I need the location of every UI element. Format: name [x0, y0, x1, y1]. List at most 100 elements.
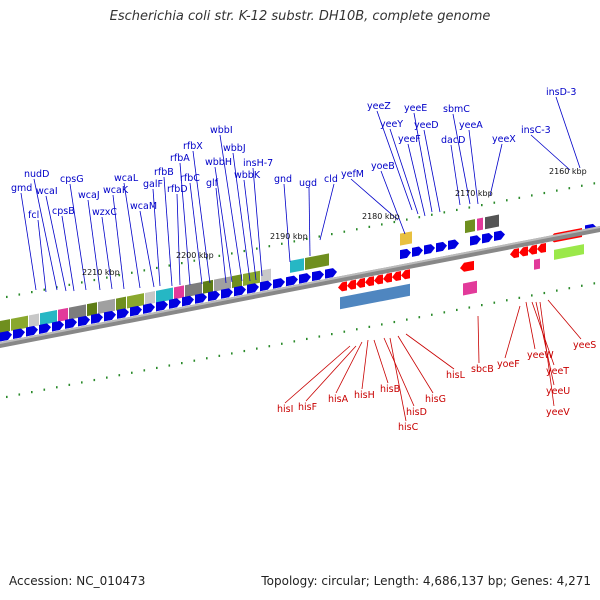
tick-dot [393, 220, 396, 224]
reverse-features [340, 244, 584, 310]
leader-line [232, 152, 251, 282]
tick-dot [456, 308, 458, 312]
feature-block [98, 298, 115, 315]
feature-block [174, 285, 184, 300]
forward-gene-arrow [448, 239, 459, 250]
tick-dot [581, 184, 583, 187]
tick-dot [331, 333, 333, 336]
tick-dot [481, 304, 483, 307]
tick-dot [168, 264, 171, 267]
tick-dot [131, 371, 133, 374]
gene-label: yeeU [546, 386, 570, 397]
tick-dot [518, 196, 521, 199]
gene-label: insH-7 [243, 158, 273, 169]
leader-line [20, 192, 37, 291]
gene-label: rfbC [180, 173, 200, 184]
leader-line [308, 187, 311, 257]
leader-line [33, 178, 58, 291]
forward-gene-arrow [156, 300, 168, 312]
tick-dot [143, 269, 146, 272]
tick-dot [218, 254, 221, 257]
leader-line [87, 199, 101, 291]
reverse-gene-arrow [528, 244, 537, 255]
kbp-tick-label: 2210 kbp [82, 268, 120, 277]
tick-dot [6, 295, 8, 299]
gene-label: wzxC [92, 207, 117, 218]
tick-dot [181, 262, 183, 265]
gene-label: wcaJ [78, 190, 100, 201]
forward-gene-arrow [325, 268, 337, 279]
leader-line [452, 113, 471, 205]
tick-dot [568, 187, 571, 190]
gene-label: sbmC [443, 104, 470, 115]
feature-block [185, 281, 202, 298]
forward-gene-arrow [260, 280, 272, 292]
reverse-gene-arrow [460, 260, 474, 272]
gene-label: wbbH [205, 157, 232, 168]
forward-gene-arrow [117, 308, 129, 319]
leader-line [69, 183, 87, 291]
gene-label: nudD [24, 169, 49, 180]
leader-line [555, 96, 581, 169]
forward-gene-arrow [52, 320, 64, 332]
tick-dot [31, 391, 33, 394]
leader-line [214, 166, 233, 283]
tick-dot [356, 328, 358, 331]
gene-label: yeeT [546, 366, 569, 377]
reverse-gene-arrow [347, 279, 356, 290]
tick-dot [343, 330, 346, 333]
forward-gene-arrow [299, 273, 311, 284]
forward-gene-arrow [0, 330, 12, 342]
accession-text: Accession: NC_010473 [9, 574, 146, 588]
leader-line [152, 188, 161, 287]
gene-label: hisI [277, 404, 293, 415]
gene-label: dacD [441, 135, 465, 146]
forward-gene-arrow [312, 270, 324, 282]
gene-label: hisL [446, 370, 466, 381]
leader-line [530, 134, 571, 171]
gene-label: rfbD [167, 184, 188, 195]
tick-dot [593, 282, 596, 285]
feature-block [29, 313, 39, 328]
leader-line [305, 345, 357, 402]
feature-block [290, 258, 304, 273]
tick-dot [18, 393, 21, 396]
gene-label: rfbB [154, 167, 174, 178]
forward-gene-arrow [273, 278, 285, 289]
gene-label: hisD [406, 407, 427, 418]
gene-label: cpsB [52, 206, 75, 217]
reverse-gene-arrow [374, 274, 383, 285]
feature-block [58, 307, 68, 322]
tick-dot [518, 296, 521, 299]
forward-gene-arrow [470, 235, 481, 246]
leader-line [123, 182, 141, 289]
tick-dot [168, 364, 171, 367]
tick-dot [293, 240, 296, 243]
kbp-tick-label: 2160 kbp [549, 167, 587, 176]
reverse-gene-arrow [537, 242, 546, 253]
feature-block [232, 274, 242, 289]
tick-dot [268, 345, 271, 348]
kbp-tick-label: 2200 kbp [176, 251, 214, 260]
map-title: Escherichia coli str. K-12 substr. DH10B… [109, 9, 491, 24]
leader-line [176, 193, 181, 286]
tick-dot [218, 354, 221, 357]
tick-dot [368, 325, 371, 328]
genome-backbone-highlight [0, 226, 600, 344]
feature-block [243, 270, 260, 287]
gene-label: rfbA [170, 153, 190, 164]
feature-block [145, 291, 155, 305]
forward-gene-arrow [26, 325, 38, 337]
tick-dot [6, 395, 8, 399]
tick-dot [356, 228, 358, 231]
forward-gene-arrow [424, 244, 435, 255]
tick-dot [406, 318, 408, 321]
gene-label: wcaK [103, 185, 129, 196]
leader-line [535, 301, 555, 386]
forward-gene-arrow [247, 283, 259, 294]
kbp-tick-labels: 2160 kbp 2170 kbp 2180 kbp 2190 kbp 2200 kbp… [82, 167, 587, 277]
gene-label: hisB [380, 384, 400, 395]
leader-line [397, 335, 434, 394]
tick-dot [506, 199, 508, 202]
forward-gene-arrow [482, 232, 493, 244]
